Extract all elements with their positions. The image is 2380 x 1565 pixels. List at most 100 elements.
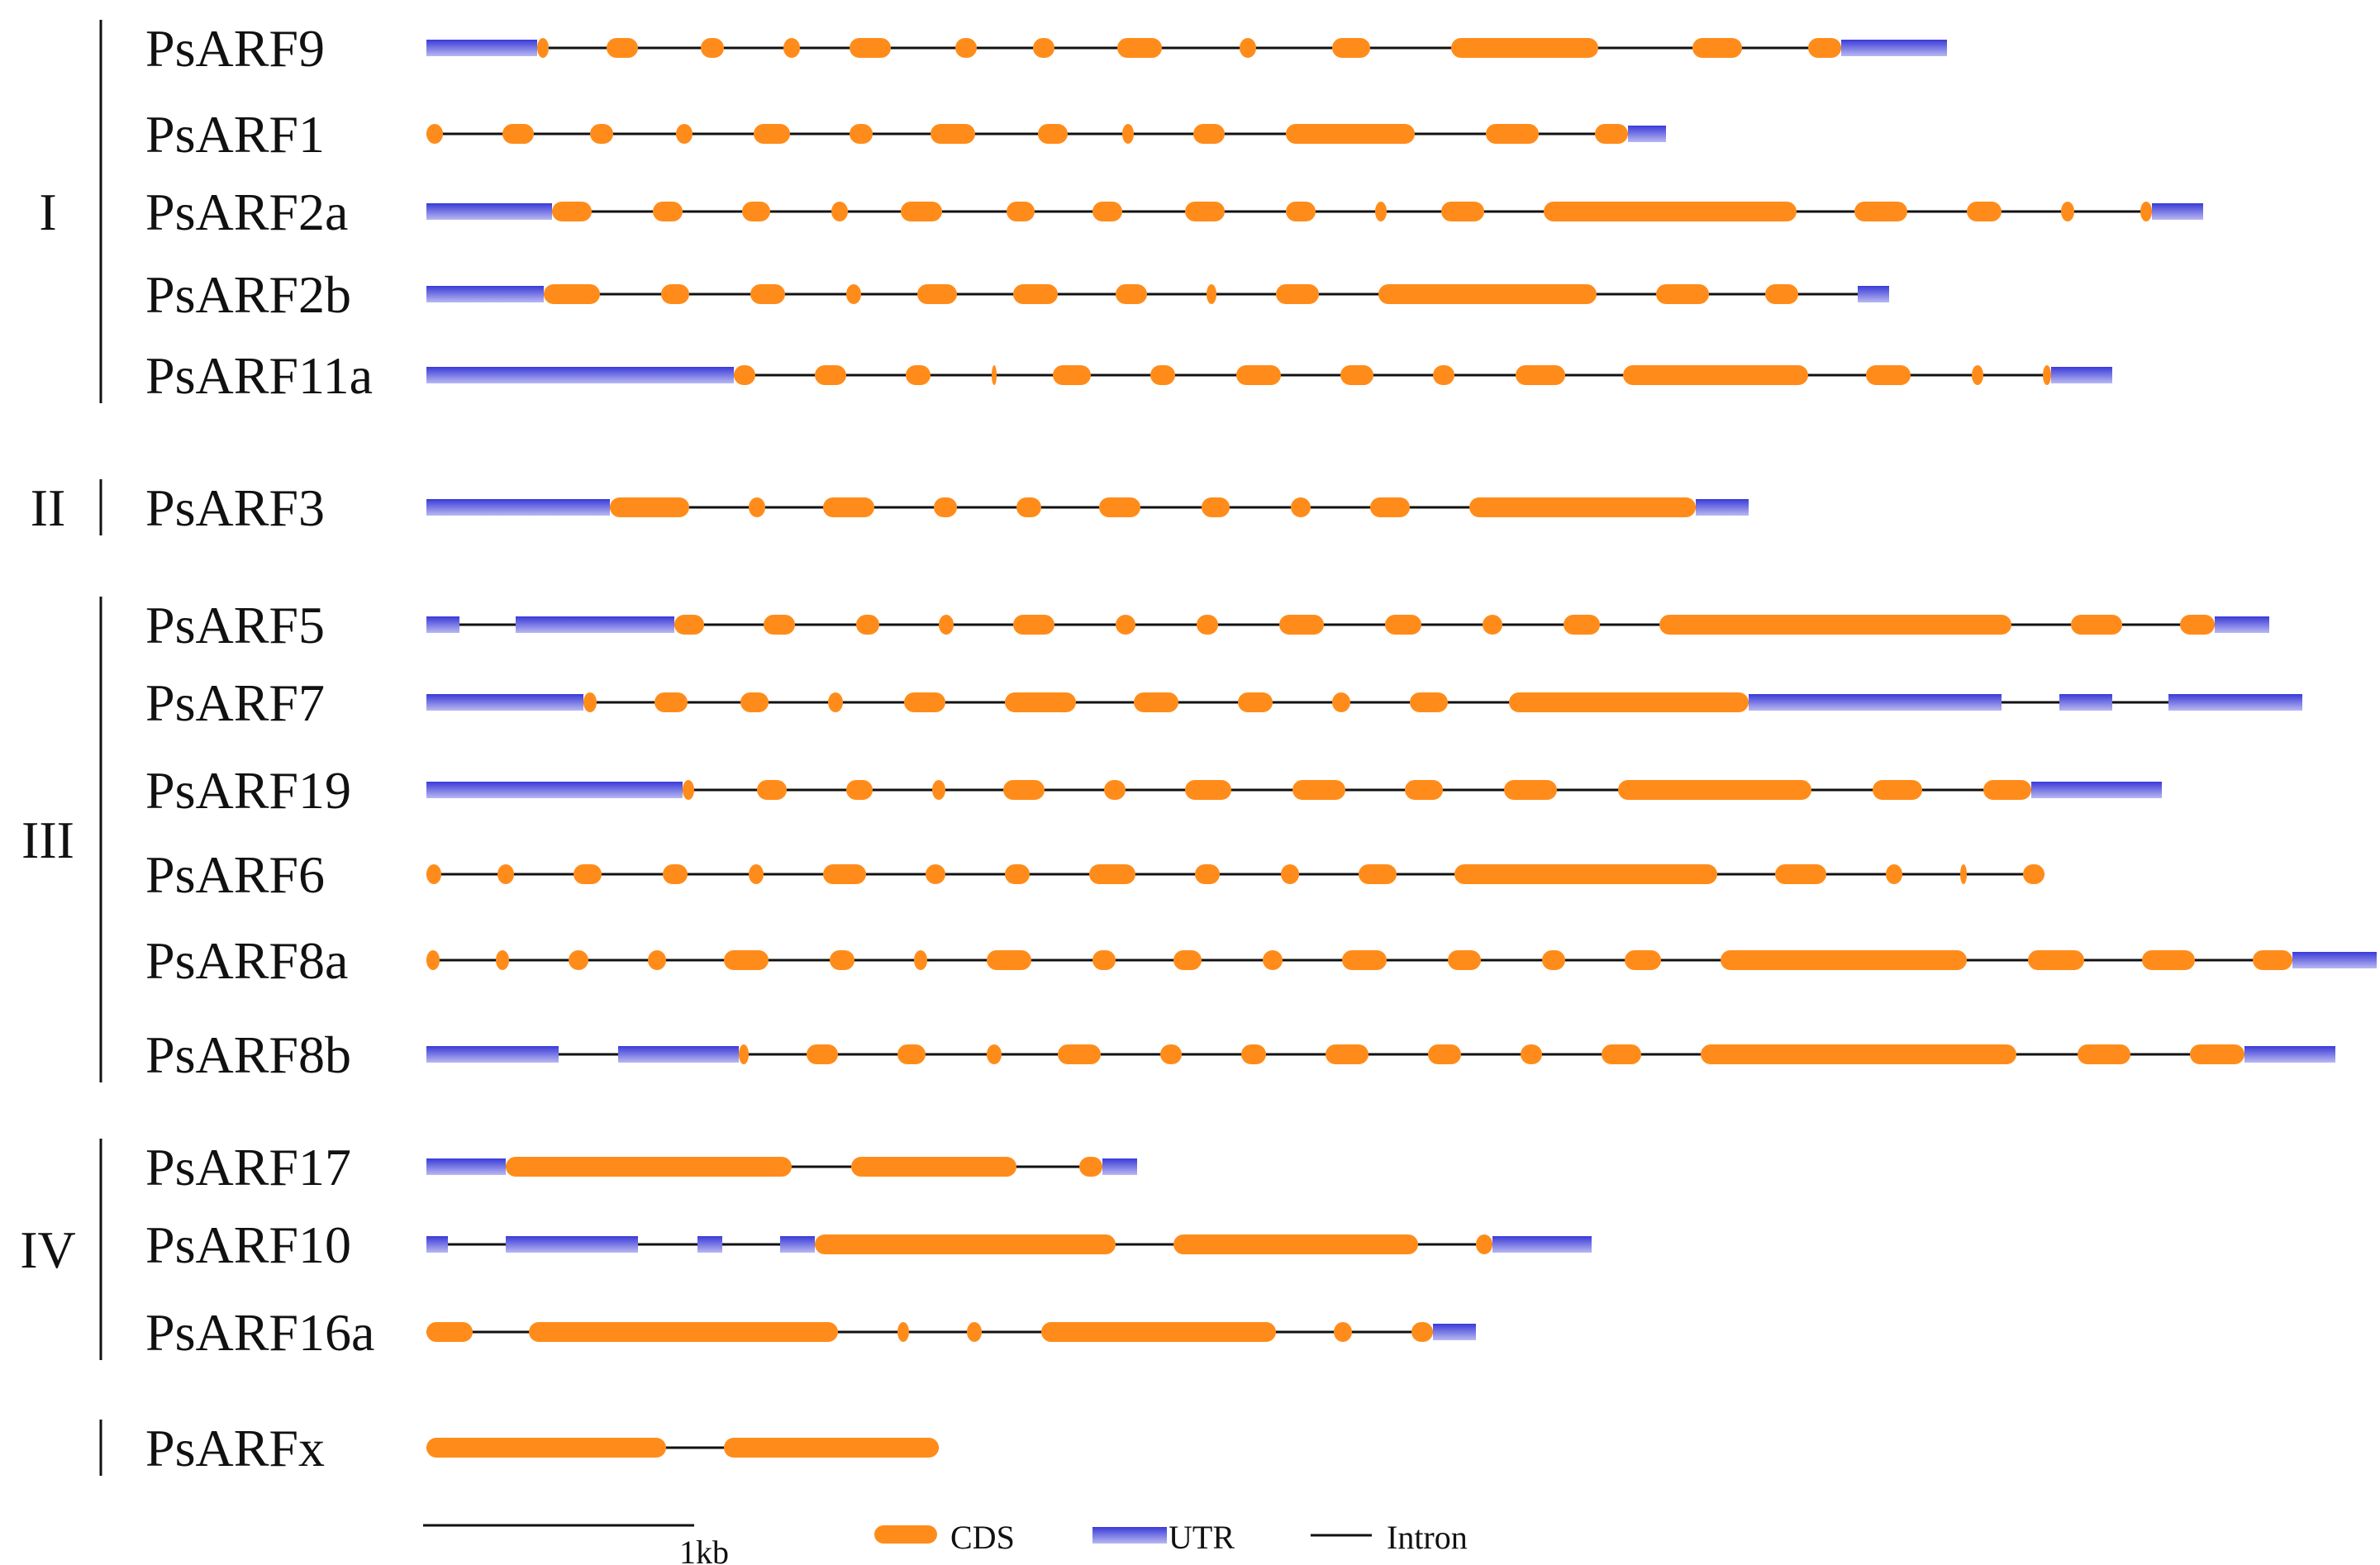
- gene-model: [426, 1157, 1137, 1177]
- cds-segment: [724, 1438, 939, 1458]
- cds-segment: [1193, 124, 1225, 144]
- cds-segment: [939, 615, 954, 635]
- legend-intron-label: Intron: [1387, 1519, 1468, 1556]
- cds-segment: [830, 950, 854, 970]
- cds-segment: [1089, 864, 1135, 884]
- cds-segment: [901, 202, 942, 221]
- gene-model: [426, 1322, 1476, 1342]
- cds-segment: [1521, 1044, 1542, 1064]
- cds-segment: [2253, 950, 2292, 970]
- cds-segment: [1808, 38, 1841, 58]
- cds-segment: [1656, 284, 1709, 304]
- cds-segment: [1342, 950, 1387, 970]
- gene-label: PsARF2b: [145, 265, 351, 324]
- utr-segment: [426, 616, 459, 633]
- cds-segment: [1595, 124, 1628, 144]
- gene-model: [426, 950, 2377, 970]
- utr-segment: [516, 616, 674, 633]
- cds-segment: [1854, 202, 1907, 221]
- cds-segment: [1659, 615, 2011, 635]
- gene-model: [426, 864, 2044, 884]
- cds-segment: [426, 1322, 473, 1342]
- cds-segment: [1079, 1157, 1102, 1177]
- utr-segment: [2031, 782, 2162, 798]
- cds-segment: [1873, 780, 1922, 800]
- cds-segment: [1053, 365, 1091, 385]
- cds-segment: [1775, 864, 1826, 884]
- cds-segment: [1692, 38, 1742, 58]
- cds-segment: [917, 284, 957, 304]
- utr-segment: [1749, 694, 2002, 711]
- cds-segment: [544, 284, 600, 304]
- cds-segment: [2078, 1044, 2130, 1064]
- cds-segment: [1983, 780, 2031, 800]
- cds-segment: [739, 1044, 749, 1064]
- cds-segment: [2180, 615, 2215, 635]
- utr-segment: [426, 694, 583, 711]
- cds-segment: [502, 124, 534, 144]
- gene-model: [426, 615, 2269, 635]
- cds-segment: [1625, 950, 1661, 970]
- cds-segment: [1448, 950, 1481, 970]
- cds-segment: [815, 1234, 1116, 1254]
- gene-labels: PsARF9 PsARF1 PsARF2a PsARF2b PsARF11a PsARF3…: [145, 19, 374, 1477]
- gene-model: [426, 1438, 939, 1458]
- gene-label: PsARF17: [145, 1138, 351, 1196]
- scale-bar-label: 1kb: [679, 1534, 729, 1565]
- cds-segment: [749, 497, 765, 517]
- cds-segment: [1013, 615, 1054, 635]
- cds-segment: [1886, 864, 1902, 884]
- cds-segment: [529, 1322, 838, 1342]
- cds-segment: [1334, 1322, 1352, 1342]
- cds-segment: [1441, 202, 1484, 221]
- gene-model: [426, 497, 1749, 517]
- cds-segment: [955, 38, 977, 58]
- cds-segment: [1033, 38, 1054, 58]
- legend: CDS UTR Intron: [874, 1519, 1468, 1556]
- cds-segment: [1410, 692, 1448, 712]
- utr-segment: [2244, 1046, 2335, 1063]
- cds-segment: [1286, 124, 1415, 144]
- cds-segment: [1092, 950, 1116, 970]
- utr-segment: [2292, 952, 2377, 968]
- cds-segment: [1509, 692, 1749, 712]
- utr-segment: [426, 40, 537, 56]
- cds-segment: [683, 780, 694, 800]
- cds-segment: [2142, 950, 2195, 970]
- utr-segment: [426, 499, 610, 516]
- cds-segment: [1960, 864, 1967, 884]
- cds-segment: [749, 864, 764, 884]
- cds-segment: [757, 780, 787, 800]
- gene-label: PsARFx: [145, 1419, 325, 1477]
- cds-segment: [1104, 780, 1126, 800]
- cds-segment: [654, 692, 688, 712]
- cds-segment: [1516, 365, 1565, 385]
- cds-segment: [590, 124, 613, 144]
- cds-segment: [1618, 780, 1811, 800]
- cds-segment: [1469, 497, 1696, 517]
- cds-segment: [574, 864, 602, 884]
- cds-segment: [1092, 202, 1122, 221]
- cds-segment: [1003, 780, 1045, 800]
- cds-segment: [1504, 780, 1557, 800]
- cds-segment: [1340, 365, 1373, 385]
- cds-segment: [1370, 497, 1410, 517]
- gene-label: PsARF11a: [145, 346, 373, 405]
- gene-model: [426, 124, 1666, 144]
- cds-segment: [1405, 780, 1443, 800]
- cds-segment: [653, 202, 683, 221]
- cds-segment: [1967, 202, 2002, 221]
- cds-segment: [850, 38, 891, 58]
- cds-segment: [1202, 497, 1230, 517]
- group-label: IV: [20, 1220, 76, 1279]
- cds-segment: [740, 692, 769, 712]
- cds-segment: [1241, 1044, 1266, 1064]
- cds-segment: [552, 202, 592, 221]
- cds-segment: [2190, 1044, 2244, 1064]
- cds-segment: [1623, 365, 1808, 385]
- cds-segment: [1173, 1234, 1418, 1254]
- cds-segment: [1326, 1044, 1368, 1064]
- cds-segment: [537, 38, 549, 58]
- gene-label: PsARF10: [145, 1215, 351, 1274]
- cds-segment: [1041, 1322, 1276, 1342]
